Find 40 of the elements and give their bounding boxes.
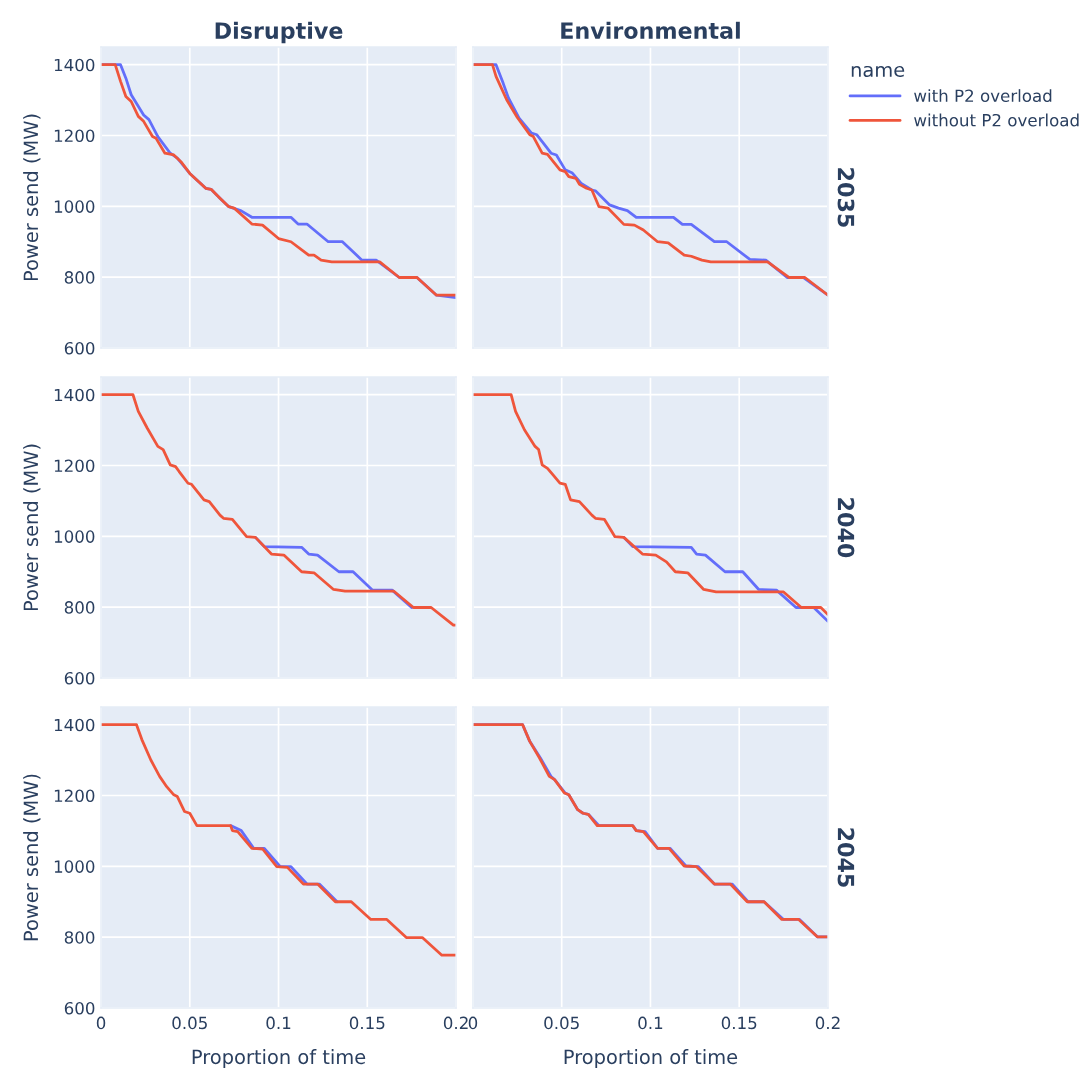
chart-title: Disruptive [215, 21, 343, 44]
y-tick-label: 600 [64, 341, 95, 355]
line-series [101, 393, 457, 627]
y-tick-label: 1200 [54, 129, 95, 143]
y-tick-label: 1000 [54, 860, 95, 873]
y-axis-title: Power send (MW) [23, 114, 41, 281]
legend-label: with P2 overload [914, 89, 1052, 103]
x-tick-label: 0.1 [266, 1016, 291, 1030]
text: 2045 [837, 828, 855, 887]
legend-label: without P2 overload [914, 113, 1079, 127]
line-series [101, 723, 457, 957]
y-tick-label: 1000 [54, 530, 95, 543]
x-tick-label: 0.05 [172, 1016, 207, 1030]
y-tick-label: 1200 [54, 789, 95, 803]
y-tick-label: 1200 [54, 459, 95, 473]
x-tick-label: 0.05 [544, 1016, 579, 1030]
x-tick-label: 0.15 [349, 1016, 385, 1030]
chart-title: Environmental [561, 21, 740, 39]
y-tick-label: 1400 [54, 718, 95, 732]
x-tick-label: 0.2 [815, 1016, 840, 1030]
x-tick-label: 0.2 [443, 1016, 468, 1030]
x-tick-label: 0 [96, 1016, 106, 1030]
y-tick-label: 600 [64, 671, 95, 685]
x-tick-label: 0.1 [638, 1016, 663, 1030]
x-axis-title: Proportion of time [192, 1049, 366, 1068]
y-tick-label: 1000 [54, 200, 95, 213]
text: 2035 [837, 168, 855, 227]
x-axis-title: Proportion of time [564, 1049, 738, 1068]
legend-title: name [851, 65, 905, 78]
y-tick-label: 1400 [54, 58, 95, 72]
y-axis-title: Power send (MW) [23, 444, 41, 611]
y-tick-label: 800 [64, 601, 95, 614]
y-tick-label: 1400 [54, 388, 95, 402]
x-tick-label: 0 [468, 1016, 478, 1030]
x-tick-label: 0.15 [721, 1016, 757, 1030]
y-tick-label: 800 [64, 271, 95, 284]
text: 2040 [837, 498, 855, 558]
y-tick-label: 600 [64, 1001, 95, 1015]
y-tick-label: 800 [64, 931, 95, 944]
y-axis-title: Power send (MW) [23, 774, 41, 941]
